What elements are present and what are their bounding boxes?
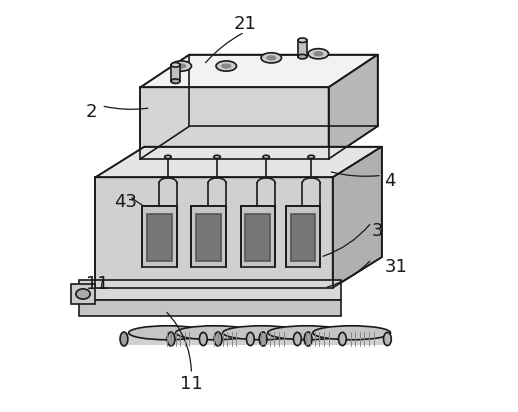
Text: 4: 4 — [384, 173, 396, 190]
Ellipse shape — [120, 332, 128, 346]
Polygon shape — [140, 87, 328, 159]
Polygon shape — [95, 177, 333, 288]
Ellipse shape — [294, 332, 301, 346]
Polygon shape — [196, 214, 221, 261]
Polygon shape — [142, 206, 177, 267]
Ellipse shape — [223, 326, 300, 340]
Polygon shape — [308, 333, 386, 345]
Polygon shape — [171, 65, 180, 81]
Polygon shape — [140, 54, 378, 87]
Ellipse shape — [128, 326, 206, 340]
Ellipse shape — [214, 332, 222, 346]
Polygon shape — [79, 280, 341, 300]
Polygon shape — [124, 333, 202, 345]
Ellipse shape — [171, 79, 180, 84]
Polygon shape — [246, 214, 270, 261]
Polygon shape — [79, 300, 341, 316]
Ellipse shape — [214, 155, 220, 159]
Ellipse shape — [167, 332, 175, 346]
Polygon shape — [298, 40, 307, 56]
Polygon shape — [285, 206, 321, 267]
Ellipse shape — [261, 53, 281, 63]
Ellipse shape — [298, 38, 307, 42]
Ellipse shape — [171, 61, 192, 71]
Ellipse shape — [165, 155, 171, 159]
Ellipse shape — [199, 332, 207, 346]
Polygon shape — [333, 147, 382, 288]
Polygon shape — [218, 333, 296, 345]
Ellipse shape — [171, 63, 180, 67]
Ellipse shape — [176, 326, 253, 340]
Ellipse shape — [308, 49, 328, 59]
Ellipse shape — [176, 63, 186, 69]
Ellipse shape — [308, 155, 314, 159]
Ellipse shape — [304, 332, 312, 346]
Polygon shape — [192, 206, 226, 267]
Text: 11: 11 — [86, 275, 109, 293]
Polygon shape — [147, 214, 172, 261]
Ellipse shape — [216, 61, 237, 71]
Polygon shape — [171, 333, 249, 345]
Ellipse shape — [263, 155, 269, 159]
Text: 3: 3 — [372, 222, 383, 239]
Polygon shape — [95, 147, 382, 177]
Text: 31: 31 — [385, 258, 408, 276]
Polygon shape — [240, 206, 276, 267]
Ellipse shape — [298, 54, 307, 59]
Ellipse shape — [221, 63, 232, 69]
Polygon shape — [328, 54, 378, 159]
Polygon shape — [291, 214, 315, 261]
Ellipse shape — [268, 326, 346, 340]
Ellipse shape — [266, 55, 277, 61]
Ellipse shape — [383, 332, 391, 346]
Polygon shape — [263, 333, 341, 345]
Ellipse shape — [338, 332, 347, 346]
Text: 2: 2 — [85, 103, 97, 121]
Ellipse shape — [259, 332, 267, 346]
Text: 43: 43 — [114, 193, 137, 211]
Text: 11: 11 — [180, 375, 203, 393]
Text: 21: 21 — [233, 15, 256, 33]
Ellipse shape — [313, 326, 391, 340]
Ellipse shape — [313, 51, 323, 56]
Ellipse shape — [76, 289, 90, 299]
Ellipse shape — [247, 332, 254, 346]
Polygon shape — [71, 284, 95, 304]
